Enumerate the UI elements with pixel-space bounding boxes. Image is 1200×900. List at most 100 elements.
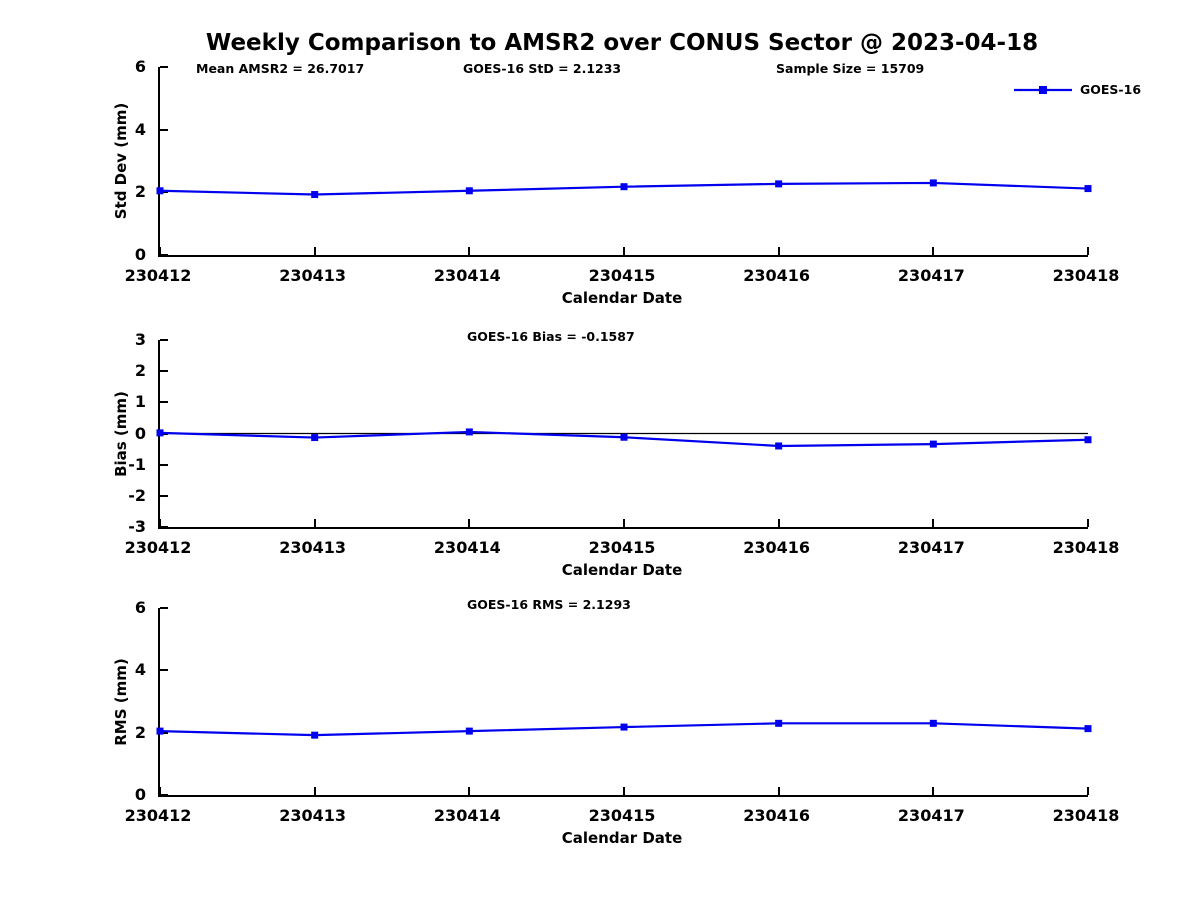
y-tick-label: 6: [134, 598, 146, 617]
y-tick: [160, 128, 168, 131]
x-tick: [623, 519, 625, 527]
data-point-marker: [1084, 185, 1092, 193]
x-tick-label: 230414: [433, 266, 501, 285]
subplot-rms: RMS (mm) Calendar Date 0 2 4 6 230412 230413 2…: [0, 598, 1200, 847]
legend: GOES-16: [1014, 82, 1141, 97]
data-point-marker: [311, 731, 319, 739]
x-tick-label: 230415: [588, 266, 656, 285]
x-tick-label: 230414: [433, 806, 501, 825]
y-tick: [160, 494, 168, 497]
data-point-marker: [775, 442, 783, 450]
x-tick: [159, 787, 161, 795]
y-tick-label: 4: [134, 660, 146, 680]
data-point-marker: [775, 180, 783, 188]
data-point-marker: [620, 723, 628, 731]
x-tick: [468, 247, 471, 255]
x-tick: [159, 247, 161, 255]
x-tick: [313, 787, 316, 795]
x-axis-label-calendar-date-2: Calendar Date: [561, 561, 683, 579]
y-tick-label: -1: [128, 454, 146, 474]
y-tick-label: 4: [134, 119, 146, 139]
subplot-bias: Bias (mm) Calendar Date -3 -2 -1 0 1 2 3 230412…: [0, 330, 1200, 579]
x-tick-label: 230417: [897, 266, 965, 285]
x-tick: [313, 247, 316, 255]
x-tick: [313, 519, 316, 527]
plot-area-std-dev: [156, 66, 1092, 257]
y-tick-label: 2: [134, 182, 146, 202]
y-tick-label: 1: [134, 392, 146, 412]
data-point-marker: [1084, 725, 1092, 733]
y-tick: [160, 401, 168, 404]
data-point-marker: [620, 183, 628, 191]
x-tick: [1087, 247, 1089, 255]
x-tick: [932, 519, 935, 527]
x-tick: [623, 247, 625, 255]
x-tick: [468, 787, 471, 795]
data-point-marker: [465, 428, 473, 436]
y-tick-label: 2: [134, 722, 146, 742]
x-tick-label: 230413: [279, 538, 347, 557]
annotation-goes-bias: GOES-16 Bias = -0.1587: [467, 329, 635, 344]
y-tick: [160, 339, 168, 341]
y-tick-label: 0: [134, 245, 146, 264]
x-tick-label: 230416: [743, 806, 811, 825]
y-tick: [160, 463, 168, 466]
data-point-marker: [929, 179, 937, 187]
x-tick: [777, 247, 780, 255]
y-tick-label: -2: [128, 485, 146, 505]
x-tick: [623, 787, 625, 795]
legend-label: GOES-16: [1080, 82, 1142, 97]
y-tick: [160, 191, 168, 194]
x-tick-label: 230417: [897, 538, 965, 557]
x-tick-label: 230412: [124, 538, 192, 557]
data-point-marker: [156, 727, 164, 735]
y-tick-label: -3: [128, 517, 146, 536]
x-tick: [777, 519, 780, 527]
x-tick-label: 230418: [1052, 806, 1120, 825]
y-tick: [160, 794, 168, 796]
y-tick: [160, 254, 168, 256]
x-tick-label: 230417: [897, 806, 965, 825]
annotation-goes-std: GOES-16 StD = 2.1233: [463, 61, 622, 76]
plot-area-rms: [156, 607, 1092, 797]
y-tick: [160, 526, 168, 528]
x-tick: [932, 787, 935, 795]
y-tick-label: 6: [134, 57, 146, 76]
data-point-marker: [311, 434, 319, 442]
y-tick-label: 0: [134, 423, 146, 443]
x-tick-label: 230413: [279, 266, 347, 285]
x-tick: [1087, 787, 1089, 795]
y-tick: [160, 669, 168, 672]
data-point-marker: [311, 191, 319, 199]
line-chart-svg: [156, 428, 1092, 450]
y-tick: [160, 607, 168, 609]
y-tick: [160, 370, 168, 373]
y-tick: [160, 731, 168, 734]
y-tick-label: 3: [134, 330, 146, 349]
x-tick-label: 230418: [1052, 538, 1120, 557]
x-tick-label: 230416: [743, 266, 811, 285]
data-point-marker: [156, 187, 164, 195]
annotation-mean-amsr2: Mean AMSR2 = 26.7017: [196, 61, 365, 76]
x-tick-label: 230416: [743, 538, 811, 557]
x-tick: [1087, 519, 1089, 527]
x-tick: [932, 247, 935, 255]
subplot-std-dev: Std Dev (mm) Calendar Date 0 2 4 6 230412 230…: [0, 57, 1200, 307]
x-tick-label: 230412: [124, 266, 192, 285]
x-tick: [468, 519, 471, 527]
x-axis-label-calendar-date-3: Calendar Date: [561, 829, 683, 847]
y-tick-label: 0: [134, 785, 146, 804]
data-point-marker: [1084, 436, 1092, 444]
x-tick-label: 230413: [279, 806, 347, 825]
x-axis-label-calendar-date-1: Calendar Date: [561, 289, 683, 307]
annotation-sample-size: Sample Size = 15709: [776, 61, 925, 76]
x-tick-label: 230412: [124, 806, 192, 825]
x-tick-label: 230414: [433, 538, 501, 557]
line-chart-svg: [156, 719, 1092, 739]
data-point-marker: [465, 187, 473, 195]
y-tick: [160, 66, 168, 68]
legend-line-marker-icon: [1014, 85, 1072, 94]
y-tick-label: 2: [134, 361, 146, 381]
x-tick: [159, 519, 161, 527]
